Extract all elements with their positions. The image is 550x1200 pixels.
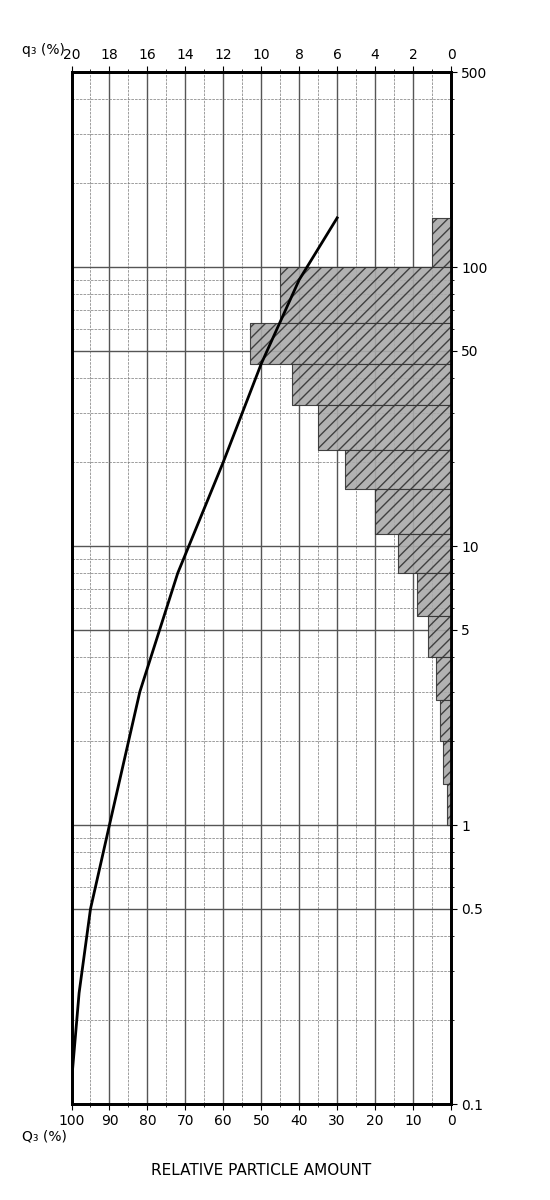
Text: Q₃ (%): Q₃ (%) bbox=[22, 1130, 67, 1144]
X-axis label: RELATIVE PARTICLE AMOUNT: RELATIVE PARTICLE AMOUNT bbox=[151, 1163, 371, 1178]
Text: q₃ (%): q₃ (%) bbox=[22, 42, 65, 56]
